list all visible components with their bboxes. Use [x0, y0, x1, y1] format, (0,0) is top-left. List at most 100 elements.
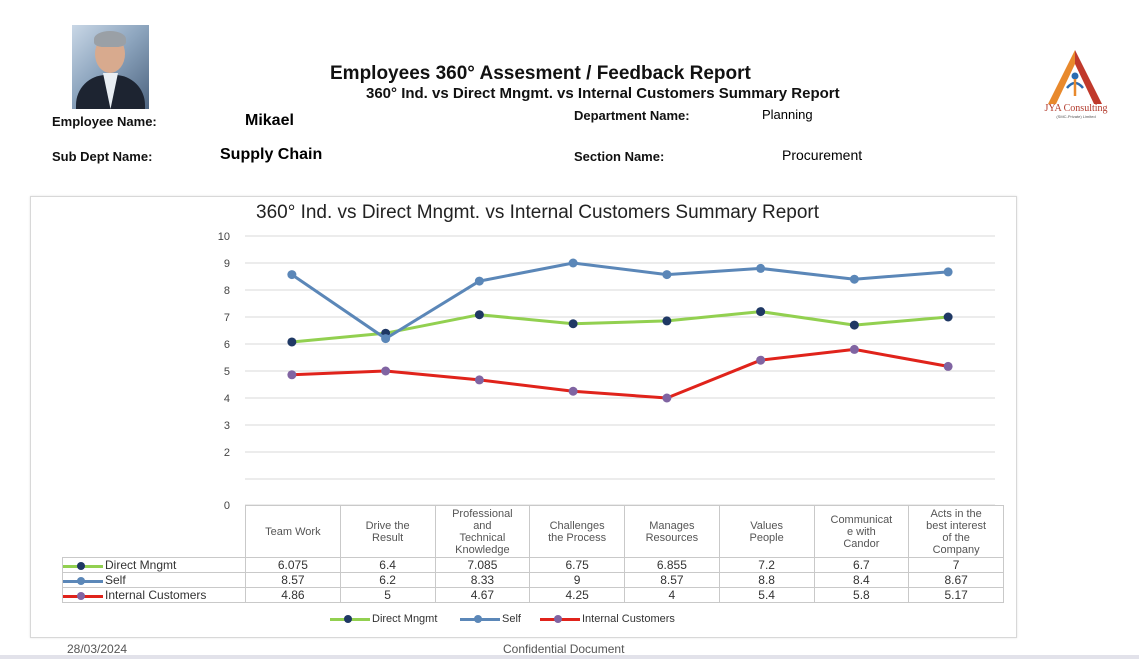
data-point	[849, 274, 859, 284]
table-header-row: Team Work Drive the Result Professional and T…	[63, 505, 1004, 558]
table-corner	[63, 506, 246, 558]
section-label: Section Name:	[574, 149, 665, 164]
data-label: 7	[908, 557, 1004, 573]
data-point	[756, 307, 766, 317]
category-label-line: and	[473, 519, 492, 532]
data-label: 4	[624, 587, 720, 603]
category-label: Acts in the best interest of the Company	[908, 505, 1004, 558]
chart-frame	[30, 196, 1017, 638]
table-row: Internal Customers 4.86 5 4.67 4.25 4 5.4 5.8 5.…	[62, 587, 1004, 603]
category-label-line: Communicat	[830, 513, 893, 526]
legend-label: Self	[502, 613, 521, 625]
data-label: 8.67	[908, 572, 1004, 588]
data-point	[568, 386, 578, 396]
footer-bar	[0, 655, 1139, 659]
y-tick-label: 5	[224, 366, 230, 378]
series-name: Self	[105, 573, 126, 587]
data-label: 5.17	[908, 587, 1004, 603]
data-label: 9	[529, 572, 625, 588]
legend-item: Self	[460, 613, 521, 625]
category-label-line: Company	[932, 543, 980, 556]
data-label: 8.57	[624, 572, 720, 588]
category-label: Communicat e with Candor	[813, 505, 910, 558]
series-name: Internal Customers	[105, 588, 207, 602]
data-point	[662, 316, 672, 326]
category-label-line: Challenges	[549, 519, 605, 532]
category-label-line: Professional	[452, 507, 513, 520]
data-label: 6.75	[529, 557, 625, 573]
data-point	[381, 366, 391, 376]
category-label-line: Candor	[843, 537, 880, 550]
data-point	[287, 370, 297, 380]
category-label-line: Drive the	[365, 519, 410, 532]
series-key-swatch	[63, 590, 103, 602]
y-tick-label: 8	[224, 285, 230, 297]
category-label: Challenges the Process	[529, 505, 625, 558]
data-label: 6.7	[813, 557, 910, 573]
category-label-line: Resources	[645, 531, 699, 544]
footer-confidential: Confidential Document	[503, 642, 625, 656]
legend-swatch	[460, 613, 500, 625]
department-label: Department Name:	[574, 108, 690, 123]
category-label: Values People	[718, 505, 815, 558]
chart-data-table: Team Work Drive the Result Professional and T…	[62, 505, 1004, 603]
data-label: 5.4	[718, 587, 815, 603]
data-label: 4.25	[529, 587, 625, 603]
table-row: Self 8.57 6.2 8.33 9 8.57 8.8 8.4 8.67	[62, 572, 1004, 588]
category-label-line: Acts in the	[930, 507, 982, 520]
data-label: 6.075	[245, 557, 341, 573]
category-label-line: Team Work	[265, 525, 321, 538]
y-tick-label: 2	[224, 447, 230, 459]
data-label: 7.085	[434, 557, 531, 573]
logo-tagline: (SMC-Private) Limited	[1056, 114, 1096, 119]
data-point	[756, 355, 766, 365]
data-label: 7.2	[718, 557, 815, 573]
sub-dept-label: Sub Dept Name:	[52, 149, 153, 164]
employee-name-label: Employee Name:	[52, 114, 157, 129]
series-line-internal-customers	[291, 347, 949, 400]
report-title: Employees 360° Assesment / Feedback Repo…	[330, 63, 751, 84]
data-point	[662, 393, 672, 403]
sub-dept-value: Supply Chain	[220, 146, 323, 163]
data-label: 5	[339, 587, 436, 603]
data-point	[849, 344, 859, 354]
report-subtitle: 360° Ind. vs Direct Mngmt. vs Internal C…	[366, 85, 840, 102]
data-label: 5.8	[813, 587, 910, 603]
series-key-swatch	[63, 575, 103, 587]
y-tick-label: 4	[224, 393, 230, 405]
y-tick-label: 9	[224, 258, 230, 270]
category-label: Drive the Result	[339, 505, 436, 558]
data-point	[943, 267, 953, 277]
data-point	[474, 310, 484, 320]
data-point	[943, 312, 953, 322]
data-point	[662, 270, 672, 280]
data-point	[568, 319, 578, 329]
y-tick-label: 7	[224, 312, 230, 324]
data-label: 6.855	[624, 557, 720, 573]
data-label: 8.4	[813, 572, 910, 588]
legend-item: Internal Customers	[540, 613, 675, 625]
series-key: Internal Customers	[62, 587, 246, 603]
employee-name-value: Mikael	[245, 112, 294, 129]
legend-item: Direct Mngmt	[330, 613, 437, 625]
series-line-self	[291, 261, 949, 341]
category-label: Team Work	[245, 505, 341, 558]
data-label: 8.8	[718, 572, 815, 588]
category-label-line: Values	[750, 519, 784, 532]
data-point	[849, 320, 859, 330]
employee-photo	[72, 25, 149, 109]
data-point	[943, 361, 953, 371]
series-key: Self	[62, 572, 246, 588]
y-tick-label: 10	[218, 231, 230, 243]
series-key: Direct Mngmt	[62, 557, 246, 573]
company-logo	[1048, 50, 1102, 104]
category-label-line: People	[749, 531, 784, 544]
category-label-line: Knowledge	[455, 543, 510, 556]
category-label: Professional and Technical Knowledge	[434, 505, 531, 558]
data-label: 8.57	[245, 572, 341, 588]
data-point	[287, 337, 297, 347]
chart-title: 360° Ind. vs Direct Mngmt. vs Internal C…	[256, 202, 820, 223]
data-point	[381, 334, 391, 344]
y-tick-label: 3	[224, 420, 230, 432]
